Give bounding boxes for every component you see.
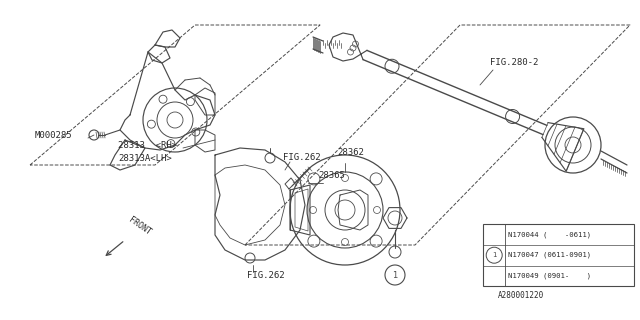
Text: A280001220: A280001220	[498, 292, 545, 300]
Text: 28313A<LH>: 28313A<LH>	[118, 154, 172, 163]
Text: N170049 (0901-    ): N170049 (0901- )	[508, 273, 591, 279]
Text: 1: 1	[392, 270, 397, 279]
Text: 28365: 28365	[318, 171, 345, 180]
Text: FIG.262: FIG.262	[247, 271, 285, 280]
Text: M000285: M000285	[35, 131, 72, 140]
Bar	[483, 224, 634, 286]
Text: N170047 (0611-0901): N170047 (0611-0901)	[508, 252, 591, 259]
Text: FIG.280-2: FIG.280-2	[490, 58, 538, 67]
Text: 28362: 28362	[337, 148, 364, 157]
Text: N170044 (    -0611): N170044 ( -0611)	[508, 231, 591, 238]
Text: 1: 1	[492, 252, 497, 258]
Text: FIG.262: FIG.262	[283, 153, 321, 162]
Text: FRONT: FRONT	[127, 215, 153, 237]
Text: 28313  <RH>: 28313 <RH>	[118, 141, 177, 150]
